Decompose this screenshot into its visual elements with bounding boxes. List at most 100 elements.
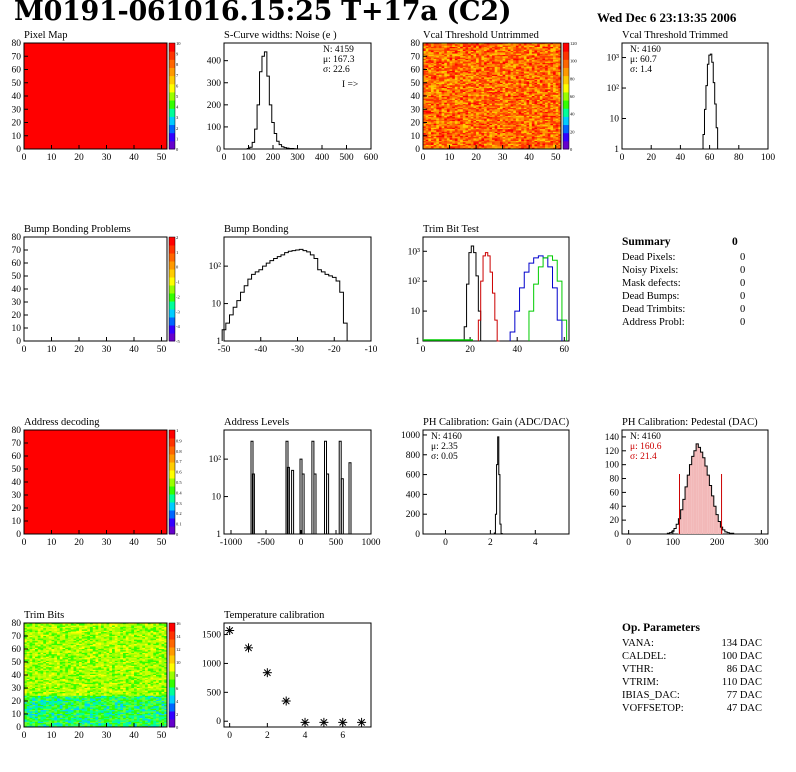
heatmap-cell	[478, 60, 482, 62]
heatmap-cell	[510, 53, 514, 56]
heatmap-cell	[497, 88, 501, 90]
heatmap-cell	[489, 46, 493, 49]
heatmap-cell	[423, 94, 426, 97]
heatmap-cell	[37, 626, 41, 629]
heatmap-cell	[545, 146, 549, 148]
heatmap-cell	[441, 92, 445, 94]
heatmap-cell	[492, 138, 495, 141]
heatmap-cell	[555, 141, 559, 143]
heatmap-cell	[492, 117, 495, 119]
heatmap-cell	[545, 86, 549, 89]
heatmap-cell	[507, 103, 511, 106]
heatmap-cell	[489, 130, 493, 133]
heatmap-cell	[481, 73, 485, 76]
heatmap-cell	[457, 94, 461, 97]
heatmap-cell	[446, 60, 450, 62]
heatmap-cell	[489, 92, 493, 94]
heatmap-cell	[446, 117, 450, 119]
heatmap-cell	[523, 118, 527, 121]
heatmap-cell	[423, 110, 426, 113]
heatmap-cell	[523, 123, 527, 126]
address-decoding-palette-cell	[169, 446, 175, 455]
heatmap-cell	[460, 78, 464, 81]
heatmap-cell	[59, 623, 63, 625]
heatmap-cell	[454, 90, 458, 93]
heatmap-cell	[460, 85, 464, 88]
heatmap-cell	[539, 117, 543, 119]
heatmap-cell	[489, 113, 493, 115]
heatmap-cell	[425, 62, 429, 65]
heatmap-cell	[545, 70, 549, 73]
heatmap-cell	[438, 133, 442, 135]
heatmap-cell	[481, 90, 485, 93]
heatmap-cell	[537, 96, 541, 98]
heatmap-cell	[423, 109, 426, 111]
heatmap-cell	[24, 623, 28, 625]
bump-problems-palette-cell	[169, 269, 175, 278]
heatmap-cell	[454, 107, 458, 110]
heatmap-cell	[460, 133, 464, 135]
heatmap-cell	[518, 58, 522, 61]
heatmap-cell	[454, 45, 458, 48]
heatmap-cell	[523, 69, 527, 72]
heatmap-cell	[452, 98, 456, 101]
heatmap-cell	[555, 134, 559, 137]
heatmap-cell	[468, 56, 472, 58]
heatmap-cell	[494, 73, 498, 76]
heatmap-cell	[539, 113, 543, 115]
heatmap-cell	[446, 73, 450, 76]
heatmap-cell	[428, 85, 432, 88]
heatmap-cell	[128, 624, 132, 626]
heatmap-cell	[476, 97, 480, 99]
heatmap-cell	[444, 43, 448, 45]
heatmap-cell	[534, 135, 538, 138]
heatmap-cell	[32, 630, 36, 633]
heatmap-cell	[553, 146, 556, 148]
heatmap-cell	[486, 54, 490, 57]
heatmap-cell	[542, 118, 546, 121]
heatmap-cell	[449, 78, 453, 81]
heatmap-cell	[430, 130, 434, 133]
heatmap-cell	[423, 115, 426, 118]
heatmap-cell	[497, 85, 501, 88]
heatmap-cell	[521, 60, 525, 62]
heatmap-cell	[436, 76, 440, 78]
vcal-untrimmed-palette-cell	[563, 51, 569, 60]
heatmap-cell	[436, 102, 440, 105]
heatmap-cell	[481, 127, 485, 130]
heatmap-cell	[492, 72, 495, 74]
heatmap-cell	[526, 105, 530, 107]
heatmap-cell	[497, 118, 501, 121]
heatmap-cell	[539, 72, 543, 74]
heatmap-cell	[454, 129, 458, 131]
heatmap-cell	[423, 60, 426, 62]
heatmap-cell	[499, 115, 503, 118]
heatmap-cell	[542, 86, 546, 89]
heatmap-cell	[436, 106, 440, 109]
heatmap-cell	[507, 43, 511, 45]
heatmap-cell	[430, 139, 434, 142]
heatmap-cell	[489, 82, 493, 85]
heatmap-cell	[425, 78, 429, 81]
heatmap-cell	[454, 98, 458, 101]
heatmap-cell	[534, 101, 538, 103]
heatmap-cell	[494, 64, 498, 66]
heatmap-cell	[547, 122, 551, 125]
heatmap-cell	[478, 86, 482, 89]
address-decoding-ytick-label: 0	[16, 530, 21, 540]
heatmap-cell	[51, 625, 55, 628]
heatmap-cell	[553, 145, 556, 147]
heatmap-cell	[444, 109, 448, 111]
heatmap-cell	[81, 634, 85, 637]
heatmap-cell	[489, 106, 493, 109]
heatmap-cell	[492, 107, 495, 110]
heatmap-cell	[438, 85, 442, 88]
heatmap-cell	[518, 93, 522, 95]
heatmap-cell	[428, 111, 432, 114]
heatmap-cell	[518, 117, 522, 119]
heatmap-cell	[505, 69, 509, 72]
heatmap-cell	[473, 46, 477, 49]
heatmap-cell	[70, 629, 74, 632]
bump-problems-ytick-label: 10	[12, 324, 22, 334]
heatmap-cell	[510, 126, 514, 129]
